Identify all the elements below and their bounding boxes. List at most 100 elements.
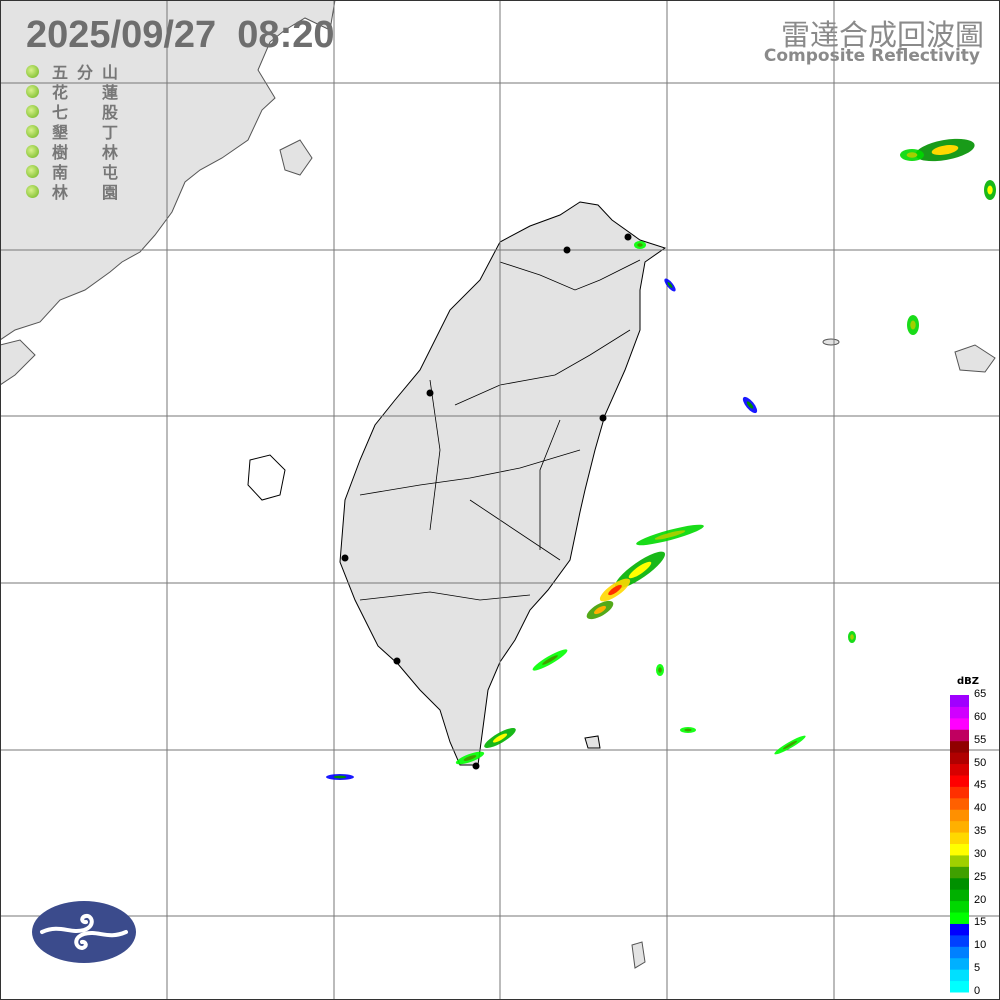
colorbar-tick-label: 30 — [974, 847, 987, 860]
colorbar-segment — [950, 900, 969, 913]
echo-core — [667, 282, 673, 288]
timestamp: 2025/09/27 08:20 — [26, 14, 335, 56]
station-name-char: 五 — [52, 63, 69, 82]
station-name: 五分山 — [52, 59, 118, 83]
title-english: Composite Reflectivity — [763, 46, 980, 66]
colorbar-segment — [950, 740, 969, 753]
station-name: 林園 — [52, 179, 118, 203]
echo-core — [608, 584, 622, 596]
colorbar-segment — [950, 866, 969, 879]
status-dot-icon — [26, 144, 39, 158]
echo-core — [658, 667, 662, 673]
colorbar-segment — [950, 706, 969, 719]
colorbar-segment — [950, 877, 969, 890]
colorbar-tick-label: 50 — [974, 756, 987, 769]
colorbar-tick-label: 40 — [974, 802, 987, 815]
colorbar-segment — [950, 912, 969, 924]
station-name: 墾丁 — [52, 119, 118, 143]
station-name-char: 分 — [77, 63, 94, 82]
echo-core — [463, 755, 477, 761]
colorbar-tick-label: 20 — [974, 893, 987, 906]
colorbar-segment — [950, 923, 969, 936]
station-item: 七股 — [26, 99, 118, 123]
radar-site-markers — [341, 233, 632, 770]
station-name-char: 林 — [102, 143, 119, 162]
colorbar-tick-label: 25 — [974, 870, 987, 883]
station-name: 樹林 — [52, 139, 118, 163]
cwa-logo — [32, 901, 136, 963]
colorbar-tick-label: 45 — [974, 779, 987, 792]
colorbar-tick-label: 15 — [974, 916, 987, 929]
colorbar — [950, 695, 969, 993]
station-name-char: 丁 — [102, 123, 119, 142]
station-item: 花蓮 — [26, 79, 118, 103]
colorbar-segment — [950, 763, 969, 776]
station-name-char: 山 — [102, 63, 119, 82]
taiwan-island — [339, 201, 667, 766]
station-name-char: 林 — [52, 183, 69, 202]
colorbar-tick-label: 55 — [974, 733, 987, 746]
colorbar-segment — [950, 854, 969, 867]
station-name: 南屯 — [52, 159, 118, 183]
echo-core — [906, 152, 918, 158]
echo-core — [333, 775, 347, 779]
status-dot-icon — [26, 84, 39, 98]
station-name-char: 七 — [52, 103, 69, 122]
echo-core — [782, 740, 798, 750]
colorbar-segment — [950, 797, 969, 810]
colorbar-segment — [950, 729, 969, 742]
station-name-char — [77, 179, 93, 203]
islands — [247, 338, 996, 969]
colorbar-segment — [950, 774, 969, 787]
colorbar-tick-label: 5 — [974, 962, 981, 975]
colorbar-tick-label: 65 — [974, 688, 987, 700]
colorbar-segment — [950, 889, 969, 902]
colorbar-segment — [950, 980, 969, 993]
station-item: 林園 — [26, 179, 118, 203]
echo-core — [654, 530, 686, 540]
echo-core — [746, 401, 754, 409]
station-item: 樹林 — [26, 139, 118, 163]
echo-core — [628, 561, 652, 579]
station-name: 花蓮 — [52, 79, 118, 103]
colorbar-tick-label: 0 — [974, 985, 981, 997]
colorbar-segment — [950, 717, 969, 730]
echo-core — [594, 605, 606, 615]
status-dot-icon — [26, 64, 39, 78]
status-dot-icon — [26, 104, 39, 118]
echo-core — [987, 185, 993, 195]
echo-core — [542, 655, 558, 665]
colorbar-segment — [950, 843, 969, 856]
colorbar-segment — [950, 946, 969, 959]
station-item: 南屯 — [26, 159, 118, 183]
station-item: 墾丁 — [26, 119, 118, 143]
station-name-char: 墾 — [52, 123, 69, 142]
station-name-char: 股 — [102, 103, 119, 122]
status-dot-icon — [26, 184, 39, 198]
station-name-char: 花 — [52, 83, 69, 102]
station-name-char: 園 — [102, 183, 119, 202]
station-name-char: 樹 — [52, 143, 69, 162]
echo-core — [910, 320, 916, 330]
station-name-char: 屯 — [102, 163, 119, 182]
colorbar-segment — [950, 820, 969, 833]
echo-core — [492, 733, 508, 743]
colorbar-segment — [950, 934, 969, 947]
station-name-char: 南 — [52, 163, 69, 182]
radar-echoes — [326, 138, 996, 780]
colorbar-segment — [950, 695, 969, 707]
status-dot-icon — [26, 164, 39, 178]
colorbar-segment — [950, 957, 969, 970]
colorbar-segment — [950, 969, 969, 982]
colorbar-segment — [950, 809, 969, 822]
colorbar-segment — [950, 832, 969, 844]
station-name: 七股 — [52, 99, 118, 123]
echo-core — [931, 144, 959, 156]
title-chinese: 雷達合成回波圖 — [780, 18, 984, 52]
station-item: 五分山 — [26, 59, 118, 83]
colorbar-tick-label: 60 — [974, 710, 987, 723]
colorbar-tick-label: 10 — [974, 939, 987, 952]
station-name-char: 蓮 — [102, 83, 119, 102]
